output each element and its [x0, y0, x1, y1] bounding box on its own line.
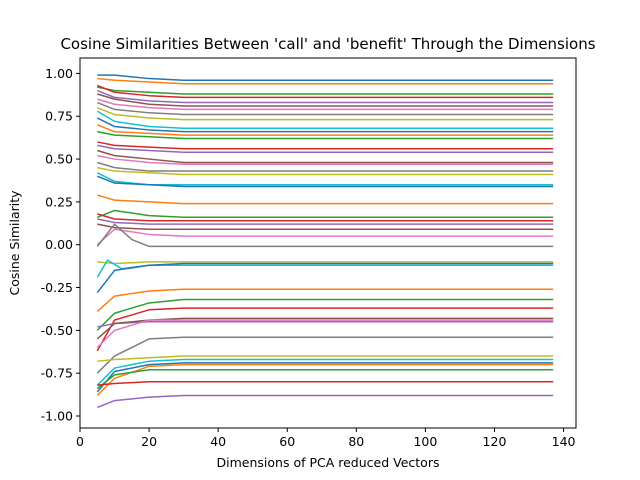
series-line-7: [97, 98, 554, 111]
series-line-12: [96, 124, 554, 136]
x-tick-label: 40: [210, 434, 226, 449]
x-axis: 0 20 40 60 80 100 120 140: [76, 428, 576, 449]
y-tick-label: 0.25: [45, 194, 73, 209]
y-tick-label: -0.75: [41, 366, 73, 381]
series-line-25: [97, 218, 554, 225]
series-line-37: [96, 319, 554, 349]
y-axis-label: Cosine Similarity: [7, 190, 22, 296]
series-line-30: [96, 259, 554, 278]
x-tick-label: 60: [279, 434, 295, 449]
plot-frame: [79, 57, 577, 429]
x-tick-label: 0: [76, 434, 84, 449]
series-line-6: [97, 93, 554, 107]
series-line-16: [97, 149, 554, 164]
y-tick-label: -1.00: [41, 409, 73, 424]
series-line-3: [97, 86, 554, 95]
series-line-31: [96, 262, 554, 294]
series-line-22: [97, 194, 554, 205]
series-line-41: [96, 362, 554, 393]
series-line-44: [97, 381, 554, 386]
y-tick-label: -0.50: [41, 323, 73, 338]
series-line-24: [97, 213, 554, 222]
series-line-1: [97, 74, 554, 82]
series-layer: [96, 74, 554, 409]
series-line-40: [96, 358, 554, 386]
series-line-38: [96, 336, 554, 374]
y-axis: -1.00 -0.75 -0.50 -0.25 0.00 0.25 0.50 0.75 1.00: [41, 66, 80, 424]
x-tick-label: 20: [141, 434, 157, 449]
x-tick-label: 140: [552, 434, 576, 449]
series-line-23: [96, 209, 554, 219]
x-tick-label: 80: [348, 434, 364, 449]
series-line-2: [97, 77, 554, 85]
series-line-27: [96, 228, 554, 246]
series-line-11: [96, 117, 554, 133]
series-line-32: [96, 288, 554, 313]
y-tick-label: 0.50: [45, 152, 73, 167]
series-line-14: [97, 141, 554, 150]
series-line-19: [97, 166, 554, 176]
x-tick-label: 100: [413, 434, 437, 449]
series-line-34: [96, 307, 554, 352]
y-tick-label: -0.25: [41, 280, 73, 295]
series-line-45: [96, 394, 554, 409]
x-tick-label: 120: [483, 434, 507, 449]
series-line-39: [97, 355, 554, 362]
y-tick-label: 1.00: [45, 66, 73, 81]
series-line-29: [97, 261, 554, 265]
x-axis-label: Dimensions of PCA reduced Vectors: [217, 455, 440, 470]
series-line-26: [97, 223, 554, 231]
series-line-5: [96, 89, 554, 104]
series-line-9: [96, 106, 554, 121]
series-line-10: [96, 110, 554, 129]
series-line-13: [97, 130, 554, 140]
chart-title: Cosine Similarities Between 'call' and '…: [60, 35, 595, 53]
series-line-21: [96, 175, 554, 188]
series-line-33: [96, 298, 554, 331]
series-line-8: [96, 101, 554, 116]
y-tick-label: 0.00: [45, 237, 73, 252]
series-line-15: [97, 144, 554, 153]
series-line-18: [97, 161, 554, 172]
series-line-4: [96, 84, 554, 99]
y-tick-label: 0.75: [45, 109, 73, 124]
series-line-43: [96, 369, 554, 390]
series-line-35: [97, 321, 554, 328]
series-line-28: [96, 223, 554, 248]
series-line-17: [97, 154, 554, 165]
